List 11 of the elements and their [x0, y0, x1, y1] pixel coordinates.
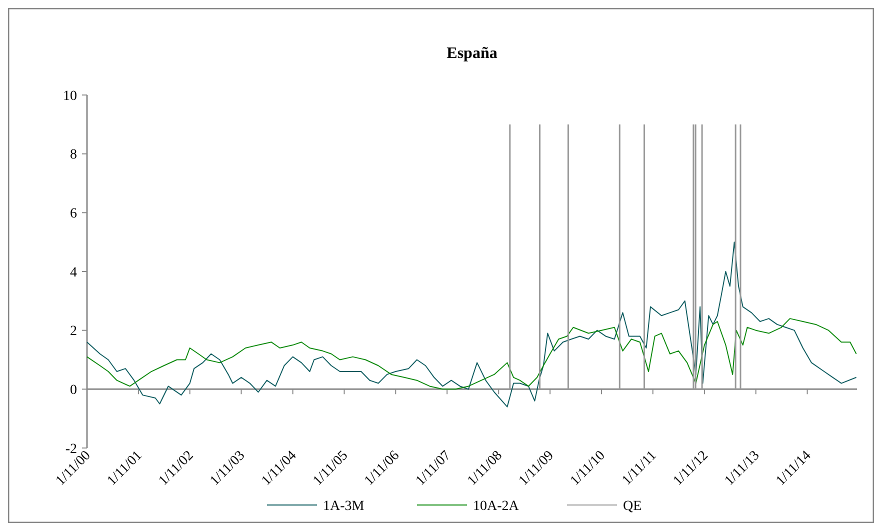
legend-label: 1A-3M	[323, 498, 365, 514]
y-tick-label: 2	[70, 324, 77, 340]
y-tick-label: 4	[70, 265, 77, 280]
y-tick-label: 6	[70, 206, 77, 222]
y-tick-label: 10	[63, 88, 77, 104]
legend-label: QE	[623, 498, 642, 514]
y-tick-label: -2	[65, 442, 77, 457]
legend-label: 10A-2A	[473, 498, 520, 514]
chart-title: España	[446, 45, 498, 62]
y-tick-label: 8	[70, 148, 77, 163]
y-tick-label: 0	[70, 383, 77, 398]
